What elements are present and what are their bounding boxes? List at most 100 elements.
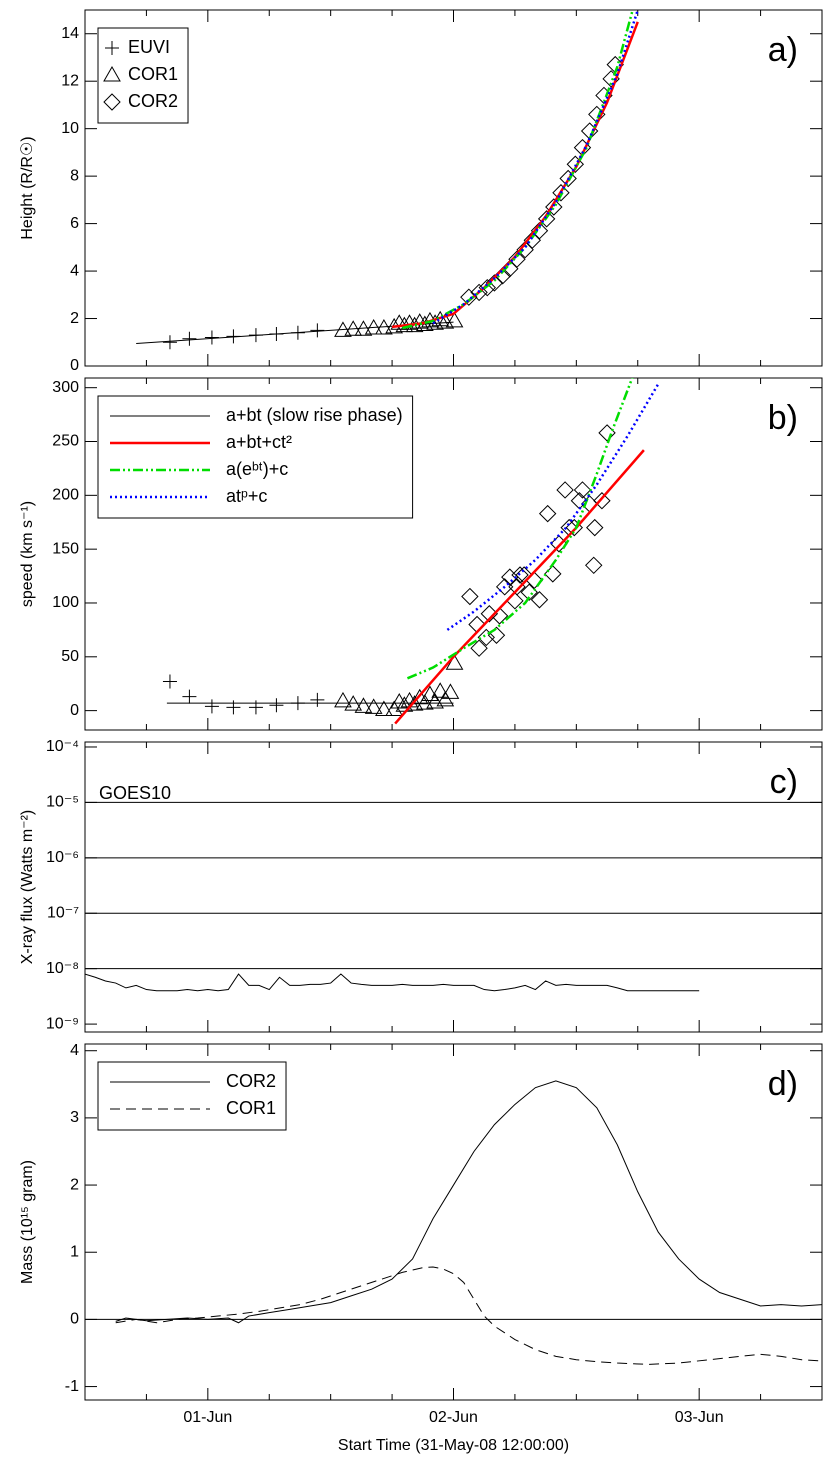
y-tick-label: 0	[70, 702, 79, 719]
panel: 0 2 4 6 8 10 12 14 Height (R/R☉) a) EUVI COR1 COR2	[19, 9, 823, 374]
marker-plus	[204, 699, 219, 714]
legend-box	[97, 27, 189, 124]
y-tick-label: 100	[52, 594, 79, 611]
marker-triangle	[445, 311, 464, 328]
marker-diamond	[545, 198, 563, 216]
marker-plus	[162, 335, 177, 350]
marker-diamond	[573, 481, 592, 499]
y-tick-label: 10	[61, 120, 79, 137]
panel: 10⁻⁹ 10⁻⁸ 10⁻⁷ 10⁻⁶ 10⁻⁵ 10⁻⁴ X-ray flux (Watt…	[19, 738, 823, 1033]
marker-plus	[182, 689, 197, 704]
y-tick-label: 200	[52, 487, 79, 504]
y-tick-label: 10⁻⁹	[46, 1015, 79, 1032]
marker-diamond	[585, 556, 603, 575]
y-tick-label: -1	[65, 1378, 79, 1395]
marker-plus	[248, 700, 263, 715]
x-tick-label: 02-Jun	[429, 1409, 478, 1426]
marker-plus	[182, 331, 197, 346]
series-line	[446, 381, 661, 631]
marker-triangle	[390, 314, 409, 330]
series-line	[115, 1266, 822, 1365]
marker-plus	[269, 698, 284, 713]
y-tick-label: 2	[70, 1176, 79, 1193]
legend-label: a(eᵇᵗ)+c	[226, 459, 288, 479]
panel: -1 0 1 2 3 4 01-Jun 02-Jun 03-Jun Mass (10¹⁵ gram…	[19, 1042, 823, 1454]
y-tick-label: 3	[70, 1109, 79, 1126]
marker-plus	[204, 330, 219, 345]
marker-triangle	[364, 698, 383, 714]
plot-area	[115, 1080, 822, 1365]
marker-diamond	[530, 591, 549, 609]
y-tick-label: 150	[52, 540, 79, 557]
marker-diamond	[470, 639, 488, 657]
y-axis-title: Height (R/R☉)	[19, 136, 36, 239]
marker-diamond	[598, 424, 616, 442]
y-axis-title: X-ray flux (Watts m⁻²)	[19, 810, 36, 965]
marker-diamond	[550, 535, 568, 553]
marker-triangle	[445, 654, 464, 670]
series-line	[115, 1080, 822, 1324]
marker-diamond	[538, 504, 557, 523]
marker-diamond	[103, 93, 121, 111]
marker-triangle	[334, 691, 352, 708]
y-tick-label: 300	[52, 379, 79, 396]
panel-label: b)	[768, 399, 798, 437]
y-tick-label: 10⁻⁷	[47, 904, 79, 921]
panel: 0 50 100 150 200 250 300 speed (km s⁻¹) b) a+bt (…	[19, 377, 823, 731]
marker-plus	[310, 323, 325, 338]
y-tick-label: 50	[61, 648, 79, 665]
marker-triangle	[441, 683, 460, 699]
legend-box	[97, 1061, 287, 1131]
marker-triangle	[375, 700, 393, 717]
marker-plus	[226, 700, 241, 715]
plot-area	[85, 973, 700, 992]
y-tick-label: 10⁻⁶	[46, 849, 79, 866]
series-line	[432, 10, 639, 325]
y-tick-label: 2	[70, 310, 79, 327]
series-line	[85, 973, 700, 992]
marker-diamond	[552, 184, 570, 202]
series-line	[406, 378, 634, 680]
panel-label: d)	[768, 1065, 798, 1103]
marker-triangle	[354, 697, 373, 713]
marker-diamond	[537, 210, 556, 228]
y-tick-label: 250	[52, 433, 79, 450]
marker-plus	[105, 41, 119, 55]
marker-diamond	[470, 283, 488, 302]
marker-diamond	[477, 628, 495, 647]
annotation: GOES10	[99, 783, 171, 803]
series-line	[394, 449, 645, 725]
y-tick-label: 10⁻⁸	[46, 960, 79, 977]
marker-plus	[162, 674, 177, 689]
marker-triangle	[415, 694, 434, 710]
marker-diamond	[480, 605, 499, 623]
marker-diamond	[559, 169, 577, 188]
marker-triangle	[426, 693, 444, 709]
marker-diamond	[530, 222, 549, 240]
y-tick-label: 6	[70, 215, 79, 232]
y-tick-label: 14	[61, 25, 79, 42]
frame	[84, 741, 823, 1033]
legend-label: COR2	[226, 1071, 276, 1091]
legend-label: COR1	[226, 1098, 276, 1118]
y-tick-label: 4	[70, 1042, 79, 1059]
marker-triangle	[436, 690, 455, 707]
legend-label: COR1	[128, 64, 178, 84]
y-tick-label: 10⁻⁵	[46, 794, 79, 811]
marker-diamond	[593, 492, 611, 510]
marker-diamond	[495, 578, 514, 596]
x-tick-label: 01-Jun	[183, 1409, 232, 1426]
marker-diamond	[501, 568, 519, 586]
y-tick-label: 1	[70, 1243, 79, 1260]
legend-label: EUVI	[128, 37, 170, 57]
legend-label: atᵖ+c	[226, 486, 267, 506]
legend-label: a+bt+ct²	[226, 432, 292, 452]
marker-diamond	[566, 155, 585, 173]
marker-triangle	[410, 313, 429, 329]
plot-area	[162, 378, 661, 725]
legend-label: a+bt (slow rise phase)	[226, 405, 403, 425]
y-tick-label: 10⁻⁴	[46, 738, 79, 755]
x-axis-title: Start Time (31-May-08 12:00:00)	[338, 1437, 569, 1454]
